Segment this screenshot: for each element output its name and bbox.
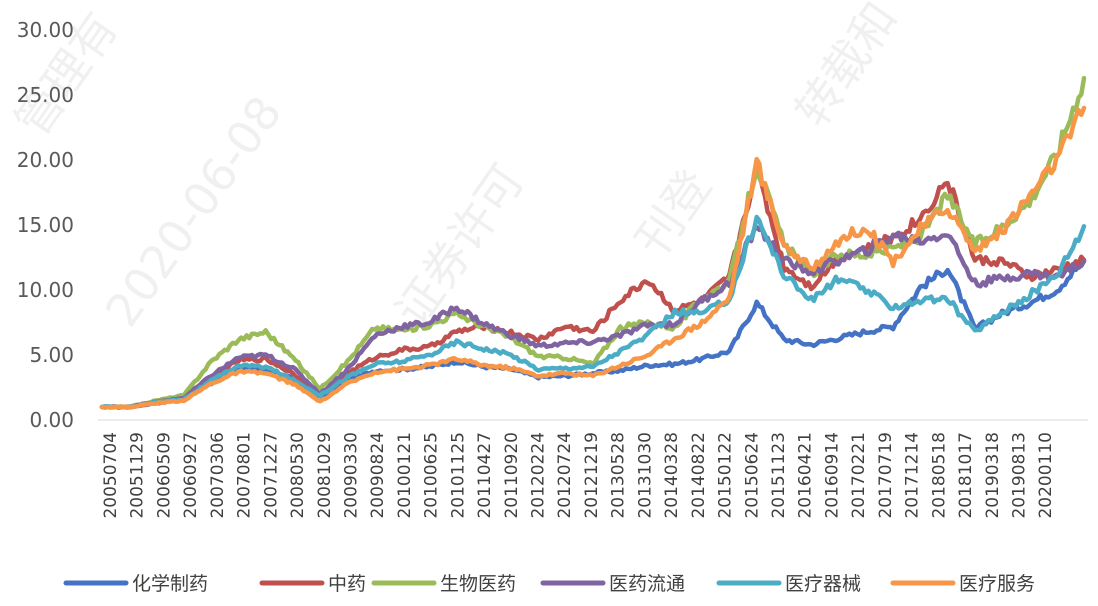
x-tick-label: 20121219 [582, 432, 602, 519]
x-tick-label: 20081029 [315, 432, 335, 519]
x-tick-label: 20100625 [422, 432, 442, 519]
x-tick-label: 20070306 [208, 432, 228, 519]
legend-item: 化学制药 [63, 573, 208, 595]
watermark-publish: 刊登 [625, 160, 722, 266]
x-tick-label: 20190813 [1009, 432, 1029, 519]
x-tick-label: 20140822 [689, 432, 709, 519]
series-line-4 [99, 225, 1087, 410]
y-tick-label: 5.00 [29, 343, 74, 367]
x-tick-label: 20140328 [662, 432, 682, 519]
x-tick-label: 20110427 [475, 432, 495, 519]
x-tick-label: 20130528 [609, 432, 629, 519]
x-tick-label: 20180518 [929, 432, 949, 519]
y-tick-label: 10.00 [17, 278, 74, 302]
series-line-2 [99, 158, 1087, 410]
series-line-5 [99, 214, 1087, 410]
watermark-reprint: 转载和 [785, 0, 908, 136]
x-tick-label: 20120224 [529, 432, 549, 519]
x-tick-label: 20150624 [742, 432, 762, 519]
legend: 化学制药 中药 生物医药 医药流通 医疗器械 医疗服务 [63, 573, 1035, 595]
x-tick-label: 20120724 [555, 432, 575, 519]
legend-label: 医疗器械 [785, 573, 861, 595]
watermark-date: 2020-06-08 [95, 86, 293, 336]
legend-item: 生物医药 [371, 573, 516, 595]
x-tick-label: 20171214 [903, 432, 923, 519]
x-tick-label: 20060927 [181, 432, 201, 519]
x-tick-label: 20101125 [448, 432, 468, 519]
x-tick-label: 20060509 [154, 432, 174, 519]
series-layer [99, 75, 1087, 410]
x-tick-label: 20100121 [395, 432, 415, 519]
x-tick-label: 20200110 [1036, 432, 1056, 519]
x-tick-label: 20181017 [956, 432, 976, 519]
x-tick-label: 20071227 [261, 432, 281, 519]
x-axis: 20050704 20051129 20060509 20060927 20070306… [101, 432, 1056, 519]
series-line-6 [99, 105, 1087, 410]
x-tick-label: 20051129 [128, 432, 148, 519]
legend-item: 医疗器械 [716, 573, 861, 595]
watermark: 2020-06-08 证券许可 刊登 转载和 管理有 [5, 0, 908, 336]
y-tick-label: 15.00 [17, 213, 74, 237]
x-tick-label: 20160421 [796, 432, 816, 519]
legend-label: 生物医药 [440, 573, 516, 595]
x-tick-label: 20080530 [288, 432, 308, 519]
x-tick-label: 20090824 [368, 432, 388, 519]
y-tick-label: 25.00 [17, 83, 74, 107]
legend-label: 中药 [328, 573, 366, 595]
legend-label: 医药流通 [609, 573, 685, 595]
x-tick-label: 20050704 [101, 432, 121, 519]
x-tick-label: 20190318 [983, 432, 1003, 519]
x-tick-label: 20160914 [822, 432, 842, 519]
legend-label: 医疗服务 [959, 573, 1035, 595]
x-tick-label: 20110920 [502, 432, 522, 519]
y-tick-label: 20.00 [17, 148, 74, 172]
legend-item: 医疗服务 [890, 573, 1035, 595]
y-tick-label: 30.00 [17, 18, 74, 42]
x-tick-label: 20170719 [876, 432, 896, 519]
x-tick-label: 20150122 [716, 432, 736, 519]
legend-label: 化学制药 [132, 573, 208, 595]
legend-item: 医药流通 [540, 573, 685, 595]
x-tick-label: 20131030 [635, 432, 655, 519]
y-axis: 0.00 5.00 10.00 15.00 20.00 25.00 30.00 [17, 18, 74, 432]
x-tick-label: 20151123 [769, 432, 789, 519]
legend-item: 中药 [259, 573, 366, 595]
x-tick-label: 20090330 [341, 432, 361, 519]
y-tick-label: 0.00 [29, 408, 74, 432]
x-tick-label: 20170221 [849, 432, 869, 519]
x-tick-label: 20070801 [235, 432, 255, 519]
